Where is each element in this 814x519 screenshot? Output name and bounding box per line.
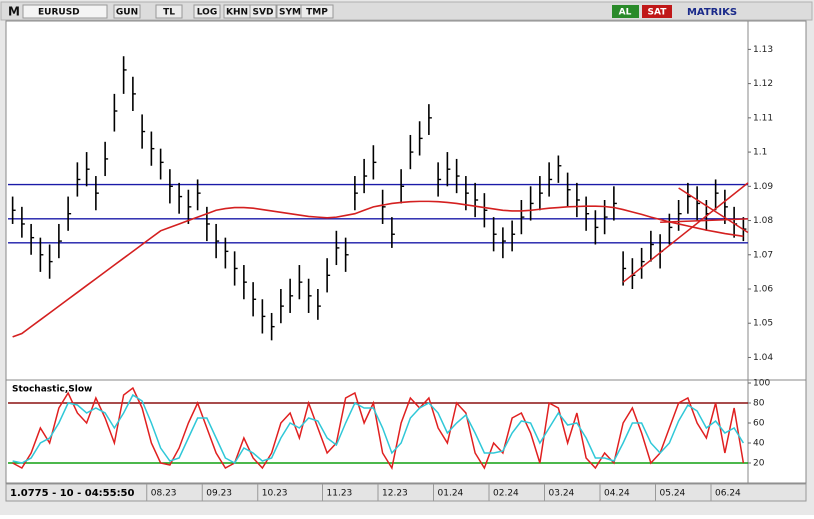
y-tick-label: 100 (753, 379, 770, 389)
brand: MATRIKS (687, 7, 737, 18)
x-tick-label: 01.24 (438, 489, 464, 499)
toolbar-button-label[interactable]: LOG (197, 8, 217, 18)
y-tick-label: 1.04 (753, 353, 773, 363)
status: 1.0775 - 10 - 04:55:50 (10, 488, 135, 499)
x-tick-label: 06.24 (715, 489, 741, 499)
stochastic-line (12, 393, 745, 464)
toolbar-button-label[interactable]: SYM (279, 8, 301, 18)
trend-line (678, 187, 749, 234)
y-tick-label: 1.05 (753, 319, 773, 329)
toolbar-button-label[interactable]: TL (163, 8, 175, 18)
x-tick-label: 03.24 (549, 489, 575, 499)
toolbar-button-label[interactable]: KHN (226, 8, 248, 18)
toolbar-button[interactable] (155, 4, 183, 19)
buy-label[interactable]: AL (619, 8, 632, 18)
toolbar-button-label[interactable]: SVD (253, 8, 274, 18)
toolbar-button[interactable] (300, 4, 334, 19)
x-tick-label: 10.23 (262, 489, 288, 499)
symbol-box[interactable] (22, 4, 108, 19)
y-tick-label: 1.12 (753, 79, 773, 89)
x-tick-label: 04.24 (604, 489, 630, 499)
y-tick-label: 1.08 (753, 216, 773, 226)
y-tick-label: 1.11 (753, 113, 773, 123)
y-tick-label: 1.13 (753, 45, 773, 55)
x-tick-label: 05.24 (660, 489, 686, 499)
y-tick-label: 1.1 (753, 148, 767, 158)
sell-button[interactable] (642, 5, 672, 18)
toolbar-button[interactable] (249, 4, 277, 19)
stochastic-line (12, 386, 745, 471)
x-tick-label: 08.23 (151, 489, 177, 499)
y-tick-label: 1.07 (753, 250, 773, 260)
toolbar-button-label[interactable]: GUN (116, 8, 138, 18)
y-tick-label: 1.06 (753, 285, 773, 295)
buy-button[interactable] (612, 5, 639, 18)
toolbar-button-label[interactable]: TMP (306, 8, 328, 18)
y-tick-label: 1.09 (753, 182, 773, 192)
x-tick-label: 09.23 (206, 489, 232, 499)
symbol[interactable]: EURUSD (38, 8, 80, 18)
y-tick-label: 40 (753, 439, 765, 449)
x-tick-label: 11.23 (327, 489, 353, 499)
y-tick-label: 60 (753, 419, 765, 429)
trend-line (622, 182, 749, 283)
logo: M (8, 5, 20, 19)
moving-average (12, 200, 744, 338)
chart-area (5, 20, 807, 484)
trend-line (660, 218, 749, 223)
toolbar-button[interactable] (113, 4, 141, 19)
y-tick-label: 80 (753, 399, 765, 409)
sell-label[interactable]: SAT (648, 8, 668, 18)
date-axis (5, 483, 807, 502)
x-tick-label: 12.23 (382, 489, 408, 499)
panel-title: Stochastic,Slow (12, 385, 92, 395)
y-tick-label: 20 (753, 459, 765, 469)
toolbar-button[interactable] (193, 4, 221, 19)
x-tick-label: 02.24 (493, 489, 519, 499)
